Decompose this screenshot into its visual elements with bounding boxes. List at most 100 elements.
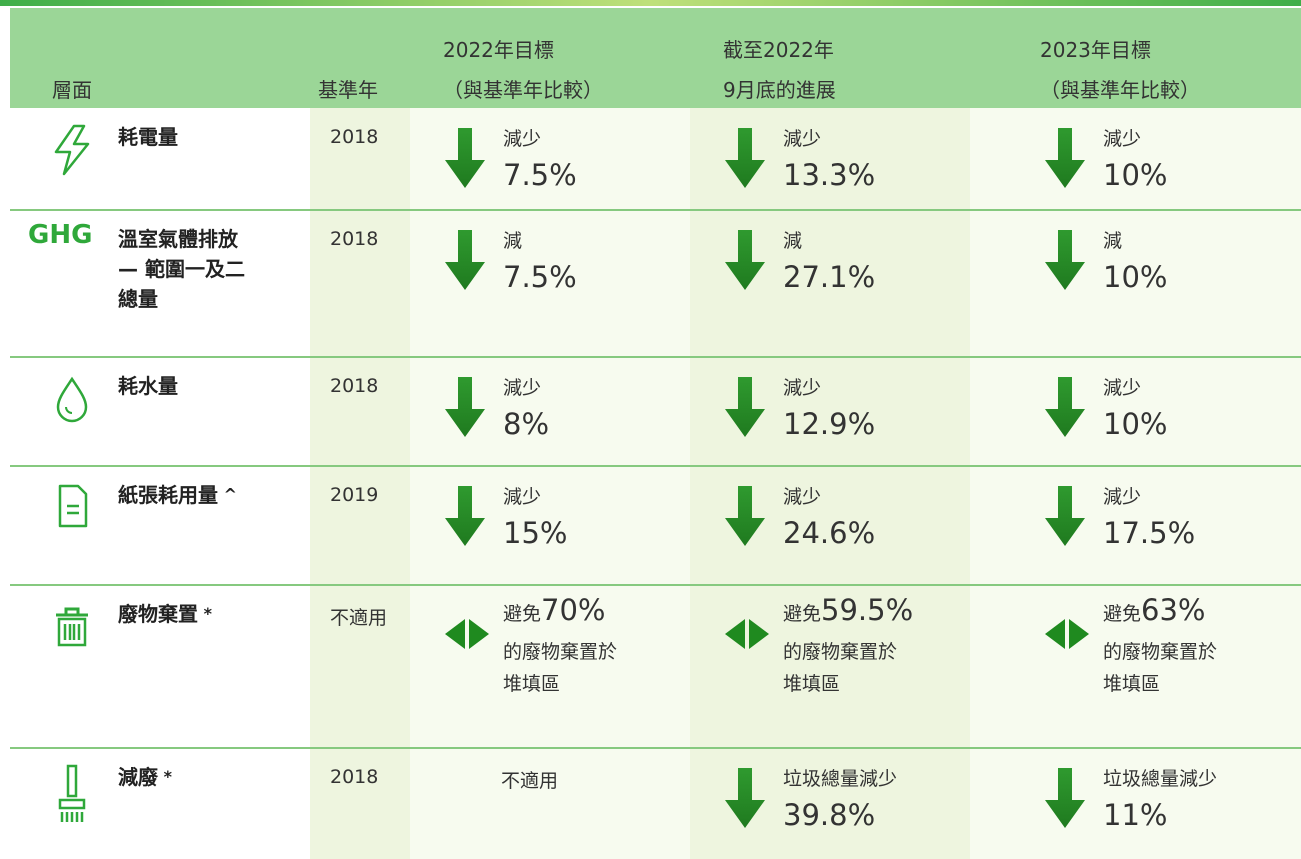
cell-label: 減少 xyxy=(1103,128,1142,150)
cell-value: 7.5% xyxy=(503,158,577,192)
header-text: 9月底的進展 xyxy=(723,78,836,102)
two-way-arrow xyxy=(443,617,491,655)
base-year: 不適用 xyxy=(330,607,388,629)
row-icon xyxy=(50,762,94,836)
down-arrow xyxy=(723,128,767,194)
cell-text: 不適用 xyxy=(501,770,559,792)
cell-value: 8% xyxy=(503,407,550,441)
cell-note: 堆填區 xyxy=(503,673,561,695)
cell-label: 避免59.5% xyxy=(783,593,913,627)
value: 63% xyxy=(1141,593,1206,627)
value: 59.5% xyxy=(821,593,914,627)
column-tint xyxy=(970,108,1301,859)
down-arrow xyxy=(1043,768,1087,834)
down-arrow xyxy=(1043,128,1087,194)
cell-label: 減少 xyxy=(1103,486,1142,508)
down-arrow xyxy=(443,486,487,552)
footnote-mark: * xyxy=(158,767,172,786)
cell-value: 11% xyxy=(1103,798,1168,832)
footnote-mark: * xyxy=(198,604,212,623)
row-icon xyxy=(50,480,94,540)
header-band xyxy=(10,8,1301,108)
aspect-text: 耗電量 xyxy=(118,125,178,149)
cell-label: 避免63% xyxy=(1103,593,1205,627)
aspect-text: 溫室氣體排放 xyxy=(118,227,238,251)
base-year: 2018 xyxy=(330,126,379,148)
down-arrow xyxy=(443,377,487,443)
row-icon xyxy=(50,371,94,431)
down-arrow xyxy=(1043,377,1087,443)
down-arrow xyxy=(443,128,487,194)
icon-text: GHG xyxy=(28,220,93,250)
cell-label: 垃圾總量減少 xyxy=(1103,768,1218,790)
aspect-text: 紙張耗用量 ^ xyxy=(118,483,237,507)
row-line xyxy=(10,209,1301,211)
header-text: （與基準年比較） xyxy=(1040,78,1200,102)
cell-value: 13.3% xyxy=(783,158,876,192)
cell-value: 10% xyxy=(1103,158,1168,192)
cell-label: 減少 xyxy=(783,128,822,150)
down-arrow xyxy=(723,230,767,296)
down-arrow xyxy=(723,377,767,443)
down-arrow xyxy=(723,486,767,552)
label: 避免 xyxy=(1103,603,1142,625)
cell-label: 減少 xyxy=(1103,377,1142,399)
aspect-text: 廢物棄置 * xyxy=(118,602,212,626)
cell-value: 17.5% xyxy=(1103,516,1196,550)
cell-label: 減少 xyxy=(783,377,822,399)
cell-note: 堆填區 xyxy=(1103,673,1161,695)
header-text: 基準年 xyxy=(318,78,378,102)
down-arrow xyxy=(723,768,767,834)
cell-note: 堆填區 xyxy=(783,673,841,695)
cell-label: 減 xyxy=(503,230,523,252)
value: 70% xyxy=(541,593,606,627)
row-line xyxy=(10,356,1301,358)
cell-label: 減 xyxy=(783,230,803,252)
header-text: 2023年目標 xyxy=(1040,38,1151,62)
column-tint xyxy=(690,108,970,859)
cell-label: 減少 xyxy=(783,486,822,508)
top-strip xyxy=(0,0,1301,6)
aspect-text: 減廢 * xyxy=(118,765,172,789)
aspect-text: 總量 xyxy=(118,287,158,311)
cell-label: 減少 xyxy=(503,128,542,150)
row-line xyxy=(10,584,1301,586)
row-icon xyxy=(50,122,94,182)
cell-label: 減少 xyxy=(503,377,542,399)
aspect-text: — 範圍一及二 xyxy=(118,257,245,281)
label: 避免 xyxy=(783,603,822,625)
cell-label: 避免70% xyxy=(503,593,605,627)
cell-value: 39.8% xyxy=(783,798,876,832)
aspect-text: 耗水量 xyxy=(118,374,178,398)
cell-label: 減 xyxy=(1103,230,1123,252)
down-arrow xyxy=(1043,230,1087,296)
header-text: （與基準年比較） xyxy=(443,78,603,102)
row-line xyxy=(10,465,1301,467)
cell-note: 的廢物棄置於 xyxy=(503,641,618,663)
two-way-arrow xyxy=(723,617,771,655)
cell-value: 12.9% xyxy=(783,407,876,441)
cell-label: 減少 xyxy=(503,486,542,508)
row-icon xyxy=(50,599,94,659)
row-line xyxy=(10,747,1301,749)
header-text: 層面 xyxy=(52,78,92,102)
base-year: 2018 xyxy=(330,375,379,397)
down-arrow xyxy=(443,230,487,296)
base-year: 2018 xyxy=(330,228,379,250)
header-text: 截至2022年 xyxy=(723,38,834,62)
cell-value: 10% xyxy=(1103,407,1168,441)
base-year: 2019 xyxy=(330,484,379,506)
down-arrow xyxy=(1043,486,1087,552)
base-year: 2018 xyxy=(330,766,379,788)
cell-value: 15% xyxy=(503,516,568,550)
cell-note: 的廢物棄置於 xyxy=(1103,641,1218,663)
footnote-mark: ^ xyxy=(218,485,237,504)
column-tint xyxy=(410,108,690,859)
cell-label: 垃圾總量減少 xyxy=(783,768,898,790)
cell-value: 27.1% xyxy=(783,260,876,294)
column-tint xyxy=(310,108,410,859)
label: 避免 xyxy=(503,603,542,625)
two-way-arrow xyxy=(1043,617,1091,655)
cell-value: 7.5% xyxy=(503,260,577,294)
